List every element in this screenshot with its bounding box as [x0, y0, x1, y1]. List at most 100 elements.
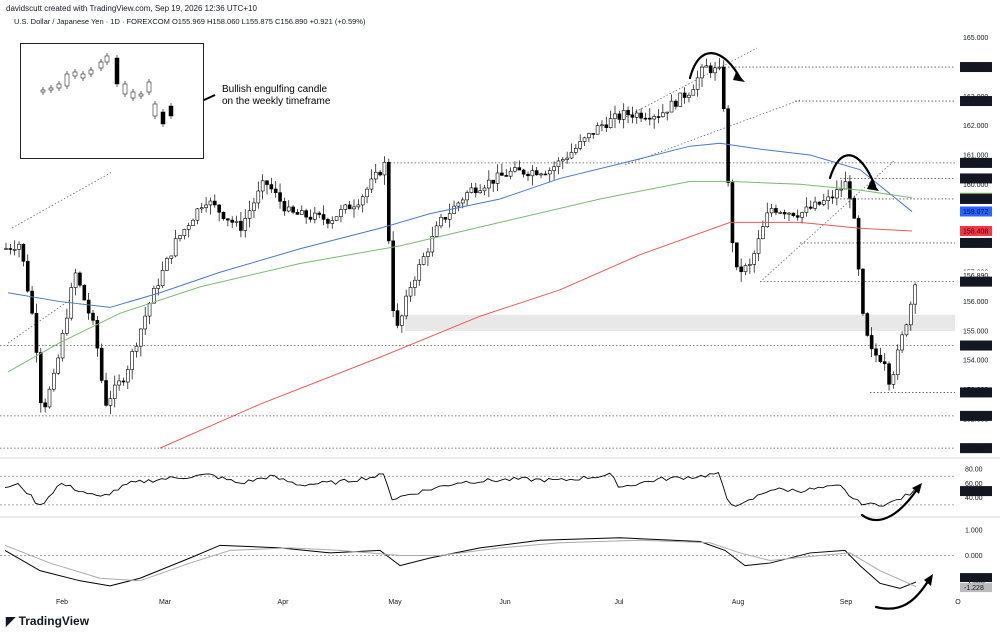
- candle: [173, 238, 178, 257]
- candle: [391, 240, 395, 311]
- candle: [639, 112, 643, 119]
- price-badge: [960, 62, 992, 73]
- candle: [186, 225, 191, 230]
- x-tick-label: Mar: [159, 599, 172, 606]
- candle: [465, 192, 469, 201]
- candle: [652, 116, 656, 120]
- candle: [130, 351, 134, 370]
- candle: [208, 200, 213, 206]
- candle: [608, 118, 613, 128]
- candle: [38, 352, 43, 404]
- candle: [343, 204, 348, 210]
- candle: [695, 77, 700, 90]
- candle: [252, 202, 256, 211]
- y-tick-label: 165.000: [963, 35, 988, 42]
- candle: [421, 256, 426, 265]
- osc-tick-label: 80.00: [965, 467, 983, 474]
- candle: [278, 192, 282, 202]
- created-by-text: davidscutt created with TradingView.com,…: [6, 4, 257, 13]
- candle: [587, 133, 591, 139]
- candle: [8, 248, 13, 250]
- candle: [595, 125, 600, 135]
- candle: [700, 66, 704, 79]
- candle: [782, 212, 787, 215]
- candle: [60, 333, 65, 359]
- symbol-info: U.S. Dollar / Japanese Yen · 1D · FOREXC…: [14, 17, 366, 26]
- candle: [352, 206, 356, 210]
- candle: [321, 214, 326, 220]
- candle: [908, 303, 913, 326]
- candle: [900, 334, 904, 351]
- price-badge: [960, 237, 992, 248]
- candle: [134, 345, 139, 352]
- candle: [861, 268, 865, 314]
- candle: [539, 173, 543, 176]
- candle: [647, 117, 652, 120]
- candle: [443, 217, 448, 220]
- osc-tick-label: 60.00: [965, 481, 983, 488]
- candle: [591, 133, 596, 135]
- support-zone: [405, 314, 955, 331]
- candle: [126, 369, 130, 383]
- candle: [604, 124, 609, 128]
- price-badge: [960, 387, 992, 398]
- candle: [739, 266, 743, 273]
- candle: [269, 184, 274, 190]
- candle: [112, 384, 117, 399]
- candle: [430, 236, 435, 253]
- candle: [313, 212, 317, 220]
- candle: [830, 196, 835, 199]
- candle: [191, 219, 195, 226]
- ma-line-green: [7, 180, 913, 373]
- ma-line-blue: [7, 142, 913, 308]
- candle: [160, 270, 165, 287]
- candle: [460, 199, 465, 204]
- trendline: [619, 47, 758, 121]
- candle: [95, 320, 100, 349]
- candle: [865, 313, 870, 336]
- annotation-line-2: on the weekly timeframe: [222, 96, 331, 107]
- candle: [787, 212, 791, 215]
- candle: [21, 243, 26, 262]
- price-badge: [960, 410, 992, 421]
- candle: [534, 170, 539, 176]
- momentum-line: [4, 537, 917, 589]
- candle: [526, 173, 530, 177]
- x-tick-label: Feb: [56, 599, 68, 606]
- candle: [143, 315, 147, 330]
- price-badge-label: 159.072: [963, 209, 988, 216]
- candle: [434, 225, 439, 237]
- osc-value-badge: [960, 486, 992, 497]
- candle: [99, 347, 104, 381]
- candle: [56, 357, 61, 374]
- trendline: [11, 171, 113, 229]
- candle: [182, 229, 187, 236]
- candle: [43, 402, 47, 408]
- inset-candle: [72, 71, 78, 77]
- price-badge: [960, 270, 992, 281]
- candle: [843, 181, 848, 190]
- candle: [334, 216, 339, 221]
- price-badge-label: 156.890: [963, 273, 988, 280]
- candle: [482, 187, 487, 192]
- candle: [178, 235, 182, 239]
- candle: [226, 218, 230, 221]
- price-badge-label: 156.680: [963, 279, 988, 286]
- candle: [895, 349, 900, 375]
- annotation-text: Bullish engulfing candle on the weekly t…: [222, 84, 330, 108]
- candle: [413, 279, 417, 288]
- price-badge: [960, 340, 992, 351]
- candle: [748, 264, 752, 266]
- candle: [821, 200, 826, 205]
- annotations: [159, 52, 933, 610]
- arrow-mom: [874, 576, 932, 610]
- candle: [239, 220, 243, 231]
- candle: [304, 210, 308, 218]
- candle: [339, 209, 343, 218]
- candle: [452, 205, 456, 214]
- candle: [373, 171, 378, 180]
- mom-value-badge: [960, 573, 992, 583]
- candle: [626, 110, 630, 116]
- time-axis: Feb Mar Apr May Jun Jul Aug Sep O: [56, 599, 961, 606]
